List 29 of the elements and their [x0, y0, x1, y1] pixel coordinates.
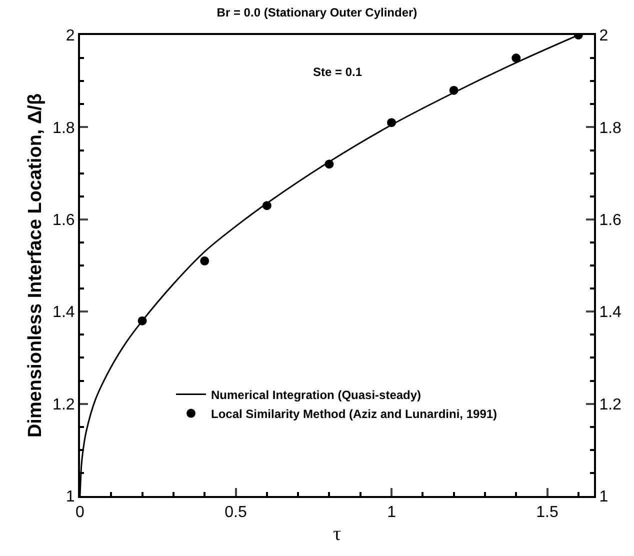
- point: [262, 201, 272, 210]
- point: [387, 118, 396, 128]
- x-tick-label: 0.5: [224, 504, 247, 522]
- point: [324, 160, 334, 169]
- chart-title: Br = 0.0 (Stationary Outer Cylinder): [216, 6, 418, 20]
- annotation: Ste = 0.1: [313, 65, 362, 79]
- y2-tick-label: 2: [599, 28, 608, 45]
- x-tick-label: 1: [387, 504, 396, 522]
- y-axis-title: Dimensionless Interface Location, Δ/β: [24, 93, 46, 438]
- y-tick-label: 1.8: [52, 120, 75, 137]
- x-tick-label: 1.5: [536, 504, 558, 522]
- y2-tick-label: 1.6: [599, 212, 622, 229]
- point: [200, 256, 210, 266]
- point: [449, 86, 458, 95]
- y-tick-label: 1: [66, 488, 75, 506]
- y2-tick-label: 1: [599, 488, 608, 506]
- y-tick-label: 1.2: [52, 396, 75, 414]
- legend-label: Local Similarity Method (Aziz and Lunardini, 1991): [211, 406, 498, 421]
- legend-label: Numerical Integration (Quasi-steady): [211, 388, 422, 402]
- y-tick-label: 1.6: [52, 212, 75, 229]
- x-tick-label: 0: [76, 504, 85, 522]
- x-axis-title: τ: [332, 523, 342, 546]
- point: [512, 54, 521, 63]
- y2-tick-label: 1.2: [599, 396, 622, 414]
- y-tick-label: 2: [66, 28, 75, 45]
- y2-tick-label: 1.8: [599, 120, 622, 137]
- y2-tick-label: 1.4: [599, 304, 622, 322]
- point: [138, 316, 147, 326]
- y-tick-label: 1.4: [52, 304, 75, 322]
